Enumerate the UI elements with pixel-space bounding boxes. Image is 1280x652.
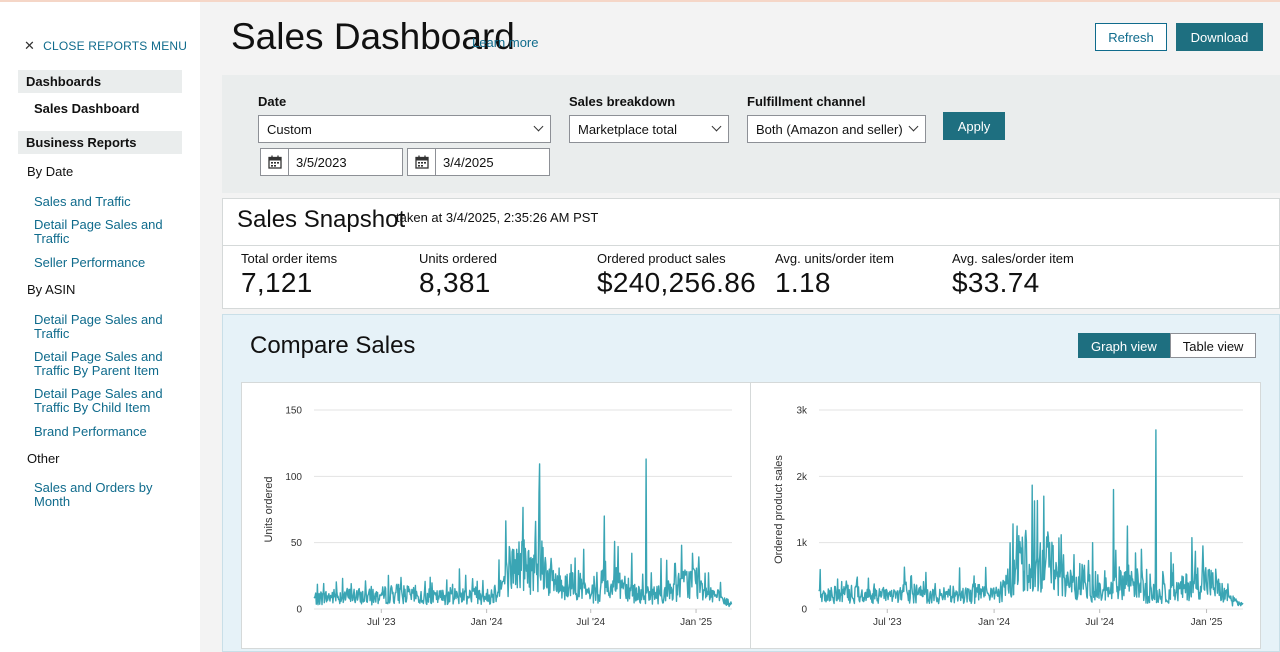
calendar-icon[interactable] xyxy=(408,149,436,175)
close-icon: ✕ xyxy=(24,38,36,53)
by-date-group-label: By Date xyxy=(27,164,74,179)
metric-avg-units-per-order-item: Avg. units/order item 1.18 xyxy=(775,251,894,299)
page-title: Sales Dashboard xyxy=(231,16,515,57)
business-reports-section-header: Business Reports xyxy=(18,131,182,154)
fulfillment-channel-select[interactable]: Both (Amazon and seller) xyxy=(747,115,926,143)
metric-units-ordered: Units ordered 8,381 xyxy=(419,251,497,299)
chevron-down-icon xyxy=(908,121,919,132)
y-tick-label: 0 xyxy=(296,605,302,616)
metric-value: $33.74 xyxy=(952,267,1040,298)
chevron-down-icon xyxy=(533,121,544,132)
snapshot-title: Sales Snapshot xyxy=(237,206,406,233)
units-ordered-chart: 0 50 100 150 Jul '23 Jan '24 Jul '24 Jan '25 Uni… xyxy=(263,406,733,628)
y-tick-label: 1k xyxy=(796,538,808,549)
graph-view-button[interactable]: Graph view xyxy=(1078,333,1170,358)
sidebar-item-detail-page-parent[interactable]: Detail Page Sales and Traffic By Parent … xyxy=(34,349,163,378)
sidebar-item-seller-performance[interactable]: Seller Performance xyxy=(34,255,146,270)
metric-label: Avg. sales/order item xyxy=(952,251,1074,266)
filters-panel: Date Custom 3/5/2023 3/4/2025 Sales brea… xyxy=(222,75,1280,193)
x-tick-label: Jul '23 xyxy=(367,617,396,628)
metric-value: $240,256.86 xyxy=(597,267,757,298)
x-tick-label: Jan '24 xyxy=(471,617,503,628)
series-line-units-ordered xyxy=(313,458,733,608)
chevron-down-icon xyxy=(711,121,722,132)
start-date-field[interactable]: 3/5/2023 xyxy=(260,148,403,176)
sales-breakdown-select[interactable]: Marketplace total xyxy=(569,115,729,143)
y-tick-label: 50 xyxy=(291,538,303,549)
y-axis-label: Units ordered xyxy=(263,476,275,542)
x-tick-label: Jul '24 xyxy=(576,617,605,628)
sidebar-item-brand-performance[interactable]: Brand Performance xyxy=(34,424,147,439)
metric-avg-sales-per-order-item: Avg. sales/order item $33.74 xyxy=(952,251,1074,299)
close-reports-menu-button[interactable]: ✕ CLOSE REPORTS MENU xyxy=(24,38,187,54)
download-button[interactable]: Download xyxy=(1176,23,1263,51)
y-tick-label: 150 xyxy=(285,406,302,417)
view-toggle: Graph view Table view xyxy=(1078,333,1257,358)
sidebar-item-detail-page-child[interactable]: Detail Page Sales and Traffic By Child I… xyxy=(34,386,163,415)
learn-more-link[interactable]: Learn more xyxy=(472,35,539,50)
sidebar-item-sales-and-traffic[interactable]: Sales and Traffic xyxy=(34,194,131,209)
y-tick-label: 100 xyxy=(285,472,302,483)
sidebar-item-detail-page-asin[interactable]: Detail Page Sales and Traffic xyxy=(34,312,163,341)
metric-label: Avg. units/order item xyxy=(775,251,894,266)
y-tick-label: 0 xyxy=(801,605,807,616)
ordered-product-sales-chart: 0 1k 2k 3k Jul '23 Jan '24 Jul '24 Jan '25 Order… xyxy=(773,406,1244,628)
units-ordered-chart-panel: 0 50 100 150 Jul '23 Jan '24 Jul '24 Jan '25 Uni… xyxy=(241,382,751,649)
fulfillment-channel-label: Fulfillment channel xyxy=(747,94,866,109)
dashboards-section-header: Dashboards xyxy=(18,70,182,93)
date-range-value: Custom xyxy=(267,122,312,137)
metric-value: 1.18 xyxy=(775,267,831,298)
series-line-ordered-product-sales xyxy=(818,429,1244,607)
y-tick-label: 3k xyxy=(796,406,808,417)
refresh-button[interactable]: Refresh xyxy=(1095,23,1167,51)
end-date-field[interactable]: 3/4/2025 xyxy=(407,148,550,176)
metric-label: Units ordered xyxy=(419,251,498,266)
y-tick-label: 2k xyxy=(796,472,808,483)
by-asin-group-label: By ASIN xyxy=(27,282,76,297)
x-tick-label: Jan '25 xyxy=(680,617,712,628)
x-tick-label: Jan '25 xyxy=(1191,617,1223,628)
sales-snapshot-panel: Sales Snapshot taken at 3/4/2025, 2:35:2… xyxy=(222,198,1280,309)
metric-ordered-product-sales: Ordered product sales $240,256.86 xyxy=(597,251,756,299)
sidebar-item-sales-orders-by-month[interactable]: Sales and Orders by Month xyxy=(34,480,153,509)
fulfillment-channel-value: Both (Amazon and seller) xyxy=(756,122,903,137)
other-group-label: Other xyxy=(27,451,60,466)
metric-label: Total order items xyxy=(241,251,338,266)
y-axis-label: Ordered product sales xyxy=(773,455,785,564)
x-tick-label: Jan '24 xyxy=(978,617,1010,628)
sales-breakdown-value: Marketplace total xyxy=(578,122,677,137)
metric-total-order-items: Total order items 7,121 xyxy=(241,251,337,299)
x-tick-label: Jul '23 xyxy=(873,617,902,628)
date-range-select[interactable]: Custom xyxy=(258,115,551,143)
apply-button[interactable]: Apply xyxy=(943,112,1005,140)
top-accent-line xyxy=(0,0,1280,2)
metric-value: 8,381 xyxy=(419,267,491,298)
compare-sales-panel: Compare Sales Graph view Table view 0 50 1… xyxy=(222,314,1280,652)
metric-value: 7,121 xyxy=(241,267,313,298)
sidebar-item-detail-page-sales-traffic[interactable]: Detail Page Sales and Traffic xyxy=(34,217,163,246)
sales-breakdown-label: Sales breakdown xyxy=(569,94,676,109)
metric-label: Ordered product sales xyxy=(597,251,726,266)
start-date-value: 3/5/2023 xyxy=(296,155,347,170)
snapshot-timestamp: taken at 3/4/2025, 2:35:26 AM PST xyxy=(396,210,599,225)
calendar-icon[interactable] xyxy=(261,149,289,175)
snapshot-divider xyxy=(223,245,1279,246)
compare-sales-title: Compare Sales xyxy=(250,332,416,359)
product-sales-chart-panel: 0 1k 2k 3k Jul '23 Jan '24 Jul '24 Jan '25 Order… xyxy=(750,382,1261,649)
reports-sidebar: ✕ CLOSE REPORTS MENU Dashboards Sales Da… xyxy=(0,2,200,652)
end-date-value: 3/4/2025 xyxy=(443,155,494,170)
close-reports-menu-label: CLOSE REPORTS MENU xyxy=(43,39,188,53)
table-view-button[interactable]: Table view xyxy=(1169,333,1257,358)
x-tick-label: Jul '24 xyxy=(1085,617,1114,628)
date-filter-label: Date xyxy=(258,94,287,109)
sidebar-item-sales-dashboard[interactable]: Sales Dashboard xyxy=(34,101,140,116)
